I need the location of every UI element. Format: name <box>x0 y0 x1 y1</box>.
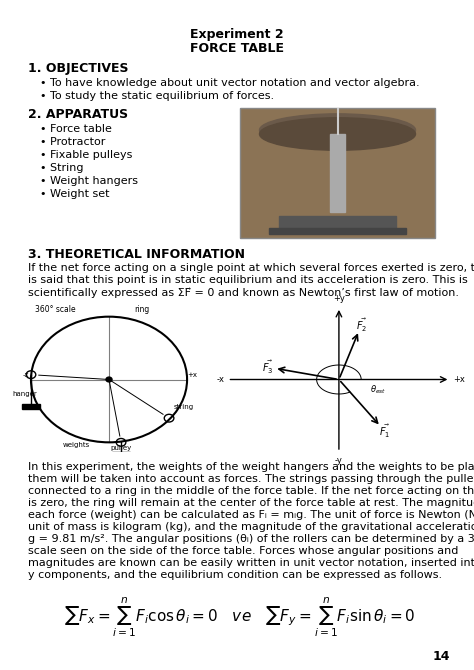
Text: 1. OBJECTIVES: 1. OBJECTIVES <box>28 62 128 75</box>
Text: them will be taken into account as forces. The strings passing through the pulle: them will be taken into account as force… <box>28 474 474 484</box>
Text: • Fixable pulleys: • Fixable pulleys <box>40 150 132 160</box>
Bar <box>22 403 40 409</box>
Text: • To have knowledge about unit vector notation and vector algebra.: • To have knowledge about unit vector no… <box>40 78 419 88</box>
Text: connected to a ring in the middle of the force table. If the net force acting on: connected to a ring in the middle of the… <box>28 486 474 496</box>
Text: unit of mass is kilogram (kg), and the magnitude of the gravitational accelerati: unit of mass is kilogram (kg), and the m… <box>28 522 474 532</box>
Bar <box>279 216 396 232</box>
Circle shape <box>106 377 112 382</box>
Bar <box>240 108 435 238</box>
Text: • To study the static equilibrium of forces.: • To study the static equilibrium of for… <box>40 91 274 101</box>
Text: scientifically expressed as ΣF⃗ = 0 and known as Newton’s first law of motion.: scientifically expressed as ΣF⃗ = 0 and … <box>28 287 459 297</box>
Text: magnitudes are known can be easily written in unit vector notation, inserted int: magnitudes are known can be easily writt… <box>28 558 474 568</box>
Text: FORCE TABLE: FORCE TABLE <box>190 42 284 55</box>
Ellipse shape <box>259 118 416 150</box>
Text: +x: +x <box>187 372 197 378</box>
Text: is said that this point is in static equilibrium and its acceleration is zero. T: is said that this point is in static equ… <box>28 275 468 285</box>
Text: string: string <box>174 403 194 409</box>
Text: scale seen on the side of the force table. Forces whose angular positions and: scale seen on the side of the force tabl… <box>28 546 458 556</box>
Text: -x: -x <box>217 375 225 384</box>
Text: $\sum F_x = \sum_{i=1}^{n} F_i \cos\theta_i = 0$$\quad ve \quad$$\sum F_y = \sum: $\sum F_x = \sum_{i=1}^{n} F_i \cos\thet… <box>64 596 416 639</box>
Text: $\vec{F_1}$: $\vec{F_1}$ <box>379 423 391 440</box>
Text: 14: 14 <box>433 650 450 663</box>
Text: 360° scale: 360° scale <box>35 306 75 314</box>
Text: • Force table: • Force table <box>40 124 112 134</box>
Ellipse shape <box>259 114 416 146</box>
Text: +x: +x <box>453 375 465 384</box>
Text: -y: -y <box>335 456 343 464</box>
Text: pulley: pulley <box>110 445 132 451</box>
Bar <box>330 134 345 212</box>
Text: $\vec{F_3}$: $\vec{F_3}$ <box>262 358 273 376</box>
Text: 2. APPARATUS: 2. APPARATUS <box>28 108 128 121</box>
Text: g = 9.81 m/s². The angular positions (θᵢ) of the rollers can be determined by a : g = 9.81 m/s². The angular positions (θᵢ… <box>28 534 474 544</box>
Text: • Weight set: • Weight set <box>40 189 109 199</box>
Text: y components, and the equilibrium condition can be expressed as follows.: y components, and the equilibrium condit… <box>28 570 442 580</box>
Text: • Weight hangers: • Weight hangers <box>40 176 138 186</box>
Text: -x: -x <box>23 372 29 378</box>
Text: If the net force acting on a single point at which several forces exerted is zer: If the net force acting on a single poin… <box>28 263 474 273</box>
Bar <box>112 452 130 457</box>
Bar <box>269 228 406 234</box>
Text: $\theta_{est}$: $\theta_{est}$ <box>370 383 386 396</box>
Text: +y: +y <box>333 294 345 304</box>
Text: weights: weights <box>63 442 90 448</box>
Text: is zero, the ring will remain at the center of the force table at rest. The magn: is zero, the ring will remain at the cen… <box>28 498 474 508</box>
Text: ring: ring <box>135 306 150 314</box>
Text: each force (weight) can be calculated as Fᵢ = mᵢg. The unit of force is Newton (: each force (weight) can be calculated as… <box>28 510 474 520</box>
Text: hanger: hanger <box>13 391 37 397</box>
Text: • Protractor: • Protractor <box>40 137 105 147</box>
Text: $\vec{F_2}$: $\vec{F_2}$ <box>356 317 367 334</box>
Text: 3. THEORETICAL INFORMATION: 3. THEORETICAL INFORMATION <box>28 248 245 261</box>
Text: In this experiment, the weights of the weight hangers and the weights to be plac: In this experiment, the weights of the w… <box>28 462 474 472</box>
Text: • String: • String <box>40 163 83 173</box>
Text: Experiment 2: Experiment 2 <box>190 28 284 41</box>
